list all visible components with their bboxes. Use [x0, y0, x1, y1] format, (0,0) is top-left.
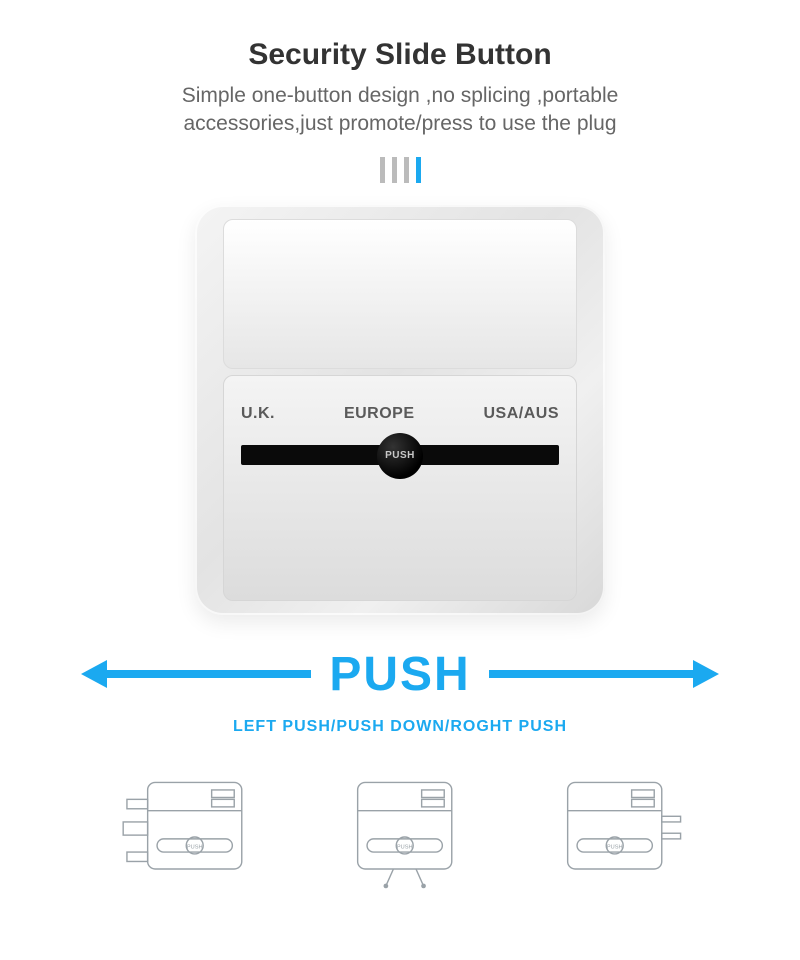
- page-title: Security Slide Button: [0, 38, 800, 72]
- arrow-right-icon: [489, 654, 719, 694]
- adapter-illustration-wrap: U.K. EUROPE USA/AUS PUSH: [0, 205, 800, 615]
- label-uk: U.K.: [241, 405, 275, 423]
- indicator-bar: [404, 157, 409, 183]
- indicator-bar: [380, 157, 385, 183]
- svg-text:PUSH: PUSH: [607, 844, 623, 850]
- label-usa-aus: USA/AUS: [483, 405, 559, 423]
- push-knob: PUSH: [377, 433, 423, 479]
- svg-text:PUSH: PUSH: [397, 844, 413, 850]
- label-europe: EUROPE: [344, 405, 415, 423]
- direction-caption: LEFT PUSH/PUSH DOWN/ROGHT PUSH: [0, 718, 800, 736]
- diagram-left-plug: PUSH: [110, 764, 270, 894]
- adapter-top-face: [223, 219, 577, 369]
- push-label: PUSH: [329, 647, 470, 702]
- header: Security Slide Button Simple one-button …: [0, 0, 800, 183]
- indicator-bar: [392, 157, 397, 183]
- diagram-right-plug: PUSH: [530, 764, 690, 894]
- subtitle-line2: accessories,just promote/press to use th…: [183, 112, 616, 135]
- diagram-down-plug: PUSH: [320, 764, 480, 894]
- indicator-bar: [416, 157, 421, 183]
- diagram-row: PUSH PUSH: [0, 764, 800, 894]
- push-arrows-section: PUSH: [0, 647, 800, 702]
- subtitle: Simple one-button design ,no splicing ,p…: [0, 82, 800, 139]
- svg-text:PUSH: PUSH: [187, 844, 203, 850]
- subtitle-line1: Simple one-button design ,no splicing ,p…: [182, 84, 619, 107]
- adapter-body: U.K. EUROPE USA/AUS PUSH: [195, 205, 605, 615]
- arrow-left-icon: [81, 654, 311, 694]
- indicator-bars: [0, 157, 800, 183]
- adapter-region-labels: U.K. EUROPE USA/AUS: [241, 405, 559, 423]
